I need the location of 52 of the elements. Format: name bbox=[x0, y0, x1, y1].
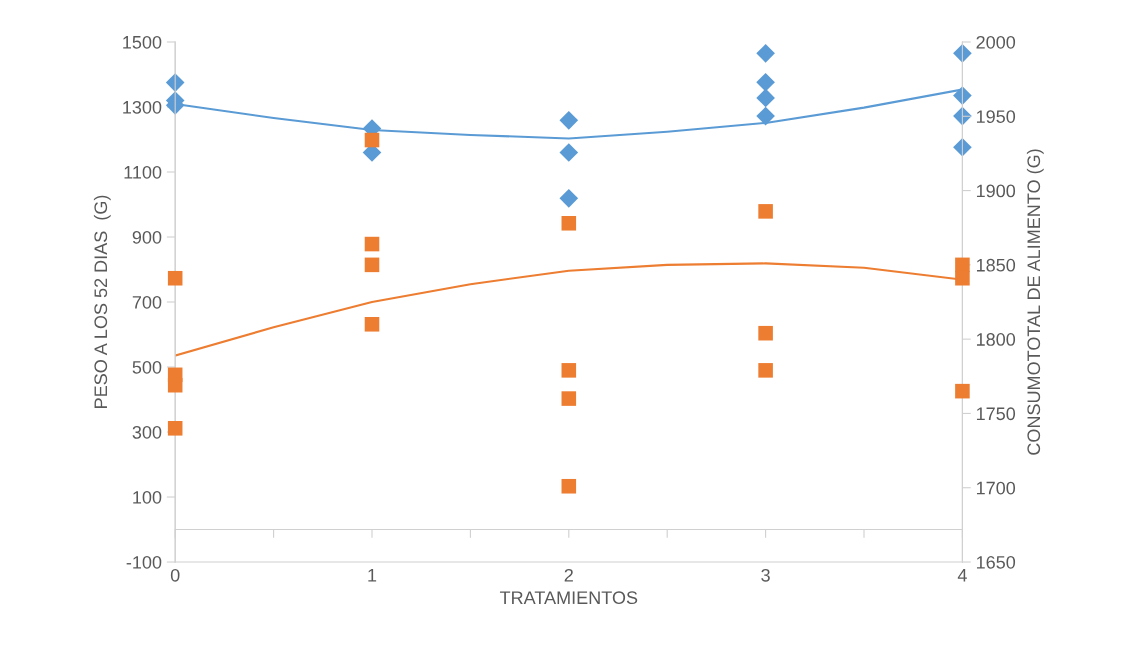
y-tick-label: 900 bbox=[132, 230, 162, 244]
point bbox=[561, 215, 577, 231]
x-tick-label: 4 bbox=[957, 569, 967, 582]
point bbox=[364, 132, 380, 148]
point bbox=[167, 421, 183, 436]
x-axis-title: TRATAMIENTOS bbox=[499, 591, 638, 605]
point bbox=[364, 257, 380, 273]
point bbox=[364, 317, 380, 332]
x-tick-label: 2 bbox=[564, 568, 573, 582]
point bbox=[561, 478, 577, 494]
y2-tick-label: 1950 bbox=[976, 110, 1016, 123]
x-tick-label: 1 bbox=[368, 569, 377, 582]
x-tick-label: 0 bbox=[170, 568, 180, 582]
y2-tick-label: 1650 bbox=[976, 555, 1016, 569]
point bbox=[756, 106, 775, 126]
y-tick-label: 1100 bbox=[124, 165, 162, 179]
y2-tick-label: 1900 bbox=[976, 184, 1016, 198]
y2-tick-label: 1850 bbox=[976, 258, 1016, 272]
y-tick-label: 300 bbox=[132, 425, 162, 439]
y2-tick-label: 1800 bbox=[976, 333, 1016, 346]
point bbox=[559, 143, 579, 162]
point bbox=[561, 391, 577, 406]
y-tick-label: 700 bbox=[132, 295, 162, 309]
point bbox=[955, 383, 970, 399]
point bbox=[953, 137, 972, 157]
point bbox=[167, 270, 183, 286]
point bbox=[953, 86, 972, 105]
y-tick-label: 1300 bbox=[123, 100, 162, 114]
point bbox=[758, 363, 773, 378]
y-tick-label: 1500 bbox=[123, 35, 162, 49]
point bbox=[758, 325, 773, 341]
point bbox=[167, 377, 183, 393]
y-tick-label: 100 bbox=[133, 490, 162, 504]
point bbox=[559, 189, 579, 208]
point bbox=[955, 270, 970, 286]
point bbox=[756, 88, 775, 108]
y2-tick-label: 2000 bbox=[976, 35, 1016, 49]
point bbox=[756, 72, 775, 92]
point bbox=[955, 257, 970, 273]
point bbox=[559, 111, 579, 130]
point bbox=[758, 204, 773, 219]
y2-axis-title: CONSUMOTOTAL DE ALIMENTO (G) bbox=[1026, 149, 1044, 455]
point bbox=[364, 236, 380, 252]
y-tick-label: -100 bbox=[126, 555, 162, 569]
point bbox=[953, 44, 972, 63]
x-tick-label: 3 bbox=[761, 568, 770, 582]
y-tick-label: 500 bbox=[132, 360, 162, 374]
y2-tick-label: 1750 bbox=[976, 407, 1016, 421]
y-axis-title: PESO A LOS 52 DIAS (G) bbox=[93, 195, 111, 408]
point bbox=[756, 44, 775, 63]
point bbox=[561, 363, 577, 378]
y2-tick-label: 1700 bbox=[976, 481, 1016, 495]
